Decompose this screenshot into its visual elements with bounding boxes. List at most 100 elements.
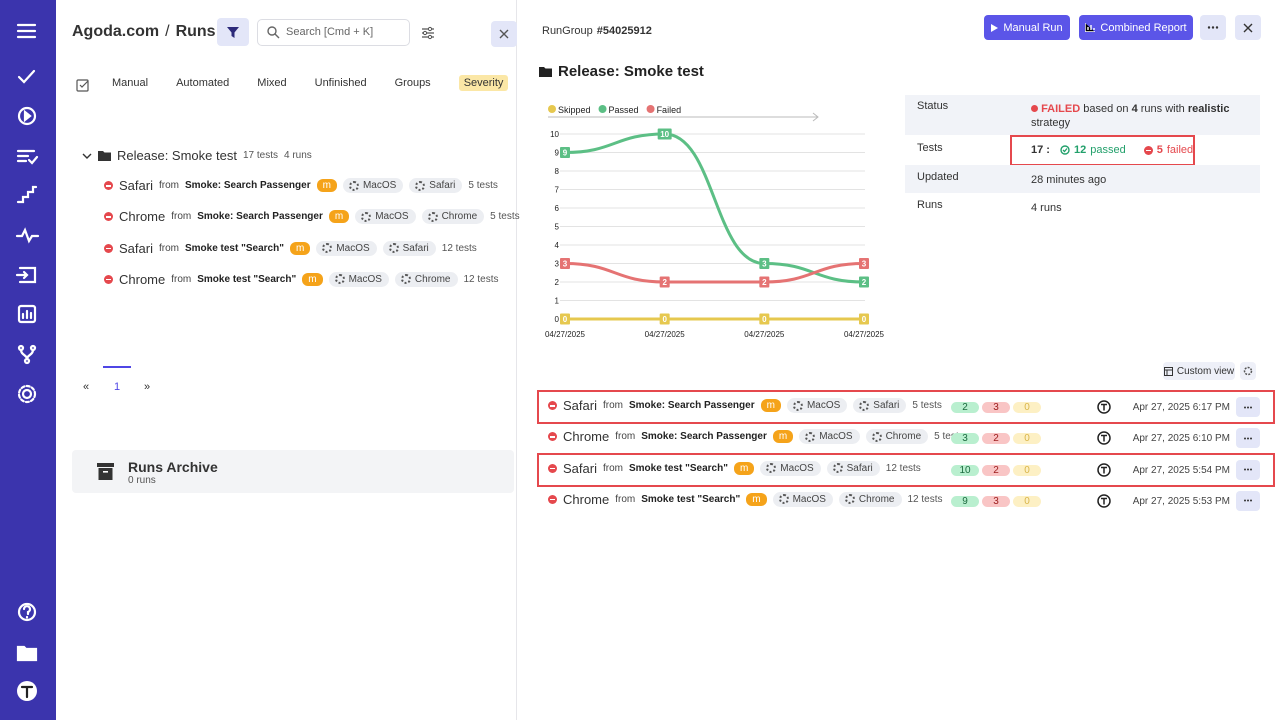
info-value: 28 minutes ago [1031, 174, 1107, 186]
rungroup-id: #54025912 [596, 25, 652, 37]
tree-group[interactable]: Release: Smoke test 17 tests 4 runs [82, 148, 312, 163]
data-label-bg [560, 147, 570, 158]
data-label: 10 [660, 130, 669, 139]
run-tests: 12 tests [463, 273, 499, 285]
run-tag: MacOS [760, 460, 821, 476]
row-more-button[interactable] [1236, 397, 1260, 417]
run-row[interactable]: Safari from Smoke: Search Passenger m MacOS S… [104, 178, 498, 193]
run-row[interactable]: Chrome from Smoke test "Search" m MacOS Chrom… [548, 491, 943, 507]
y-tick-label: 6 [555, 204, 560, 213]
sidebar [0, 0, 56, 720]
run-tag: Safari [853, 398, 907, 413]
run-from: from [171, 211, 192, 223]
passed-label: passed [1090, 144, 1126, 156]
run-tag: Safari [409, 178, 463, 193]
project-name[interactable]: Agoda.com [72, 23, 160, 40]
breadcrumb-separator: / [165, 23, 170, 40]
status-icon [104, 212, 113, 222]
run-from: from [158, 242, 179, 254]
legend-marker [548, 105, 556, 113]
row-more-button[interactable] [1236, 490, 1260, 511]
run-tests: 5 tests [912, 400, 942, 411]
tab[interactable]: Automated [176, 77, 230, 89]
row-more-button[interactable] [1236, 428, 1260, 449]
run-row[interactable]: Chrome from Smoke test "Search" m MacOS Chrom… [104, 271, 499, 287]
next-page[interactable]: » [144, 381, 151, 393]
run-source: Smoke: Search Passenger [184, 180, 311, 191]
more-button[interactable] [1200, 15, 1226, 40]
legend-arrow [548, 112, 819, 122]
run-tests: 12 tests [885, 462, 921, 474]
combined-report-button[interactable]: Combined Report [1079, 15, 1193, 40]
tab[interactable]: Groups [394, 77, 431, 89]
info-runs: Runs 4 runs [905, 193, 1260, 221]
info-label: Status [917, 100, 949, 112]
run-tag: Chrome [838, 491, 902, 507]
run-row[interactable]: Safari from Smoke: Search Passenger m MacOS S… [548, 398, 942, 413]
run-row[interactable]: Safari from Smoke test "Search" m MacOS Safar… [548, 460, 921, 476]
data-label-bg [657, 128, 672, 140]
y-tick-label: 2 [555, 278, 560, 287]
collapse-button[interactable] [491, 21, 517, 47]
row-more-button[interactable] [1236, 459, 1260, 480]
run-row[interactable]: Safari from Smoke test "Search" m MacOS Safar… [104, 240, 477, 256]
search-placeholder: Search [Cmd + K] [286, 26, 374, 38]
run-source: Smoke test "Search" [641, 493, 741, 505]
folder-icon [539, 67, 552, 77]
y-tick-label: 3 [555, 260, 560, 269]
run-badge: m [772, 430, 794, 444]
y-tick-label: 10 [550, 130, 559, 139]
close-icon [499, 29, 509, 39]
custom-view-button[interactable]: Custom view [1163, 362, 1235, 380]
tab[interactable]: Unfinished [314, 77, 367, 89]
runs-archive[interactable]: Runs Archive 0 runs [72, 450, 514, 493]
prev-page[interactable]: « [83, 381, 90, 393]
select-icon[interactable] [76, 78, 90, 92]
tab[interactable]: Severity [458, 75, 509, 91]
highlight-box [537, 390, 1275, 424]
passed-icon [1060, 145, 1070, 155]
settings-icon[interactable] [421, 26, 435, 40]
data-label-bg [859, 276, 869, 288]
run-tag: MacOS [355, 209, 416, 225]
search-box[interactable]: Search [Cmd + K] [257, 19, 410, 46]
count-pill: 0 [1013, 464, 1041, 476]
status-strategy: realistic [1187, 103, 1230, 115]
info-updated: Updated 28 minutes ago [905, 165, 1260, 193]
page-indicator [103, 366, 131, 368]
data-label-bg [560, 258, 570, 269]
run-tag: MacOS [786, 398, 848, 413]
filter-button[interactable] [217, 18, 249, 46]
x-tick-label: 04/27/2025 [645, 330, 686, 339]
tab[interactable]: Manual [112, 77, 149, 89]
run-from: from [615, 493, 636, 505]
manual-run-button[interactable]: Manual Run [984, 15, 1070, 40]
archive-icon [97, 463, 114, 480]
folder-icon [98, 151, 111, 161]
tab[interactable]: Mixed [257, 77, 287, 89]
close-button[interactable] [1235, 15, 1261, 40]
legend-marker [646, 105, 655, 113]
count-pill: 2 [951, 402, 979, 413]
info-label: Runs [917, 199, 943, 211]
run-row[interactable]: Chrome from Smoke: Search Passenger m MacOS C… [548, 429, 964, 445]
run-tests: 12 tests [441, 242, 477, 254]
series-line [564, 262, 865, 284]
data-label: 2 [662, 278, 667, 287]
run-badge: m [746, 492, 767, 506]
group-tests: 17 tests [242, 150, 278, 161]
page-name: Runs [175, 23, 216, 40]
count-pill: 2 [982, 464, 1010, 476]
data-label-bg [659, 313, 670, 325]
run-source: Smoke test "Search" [184, 242, 284, 254]
y-tick-label: 0 [555, 315, 560, 324]
run-source: Smoke: Search Passenger [197, 211, 323, 223]
run-row[interactable]: Chrome from Smoke: Search Passenger m MacOS C… [104, 209, 520, 225]
tests-value: 17 : 12 passed 5 failed [1031, 144, 1193, 156]
status-icon [548, 401, 557, 410]
table-settings-button[interactable] [1240, 362, 1256, 380]
current-page[interactable]: 1 [114, 381, 121, 393]
data-label: 0 [662, 315, 667, 324]
